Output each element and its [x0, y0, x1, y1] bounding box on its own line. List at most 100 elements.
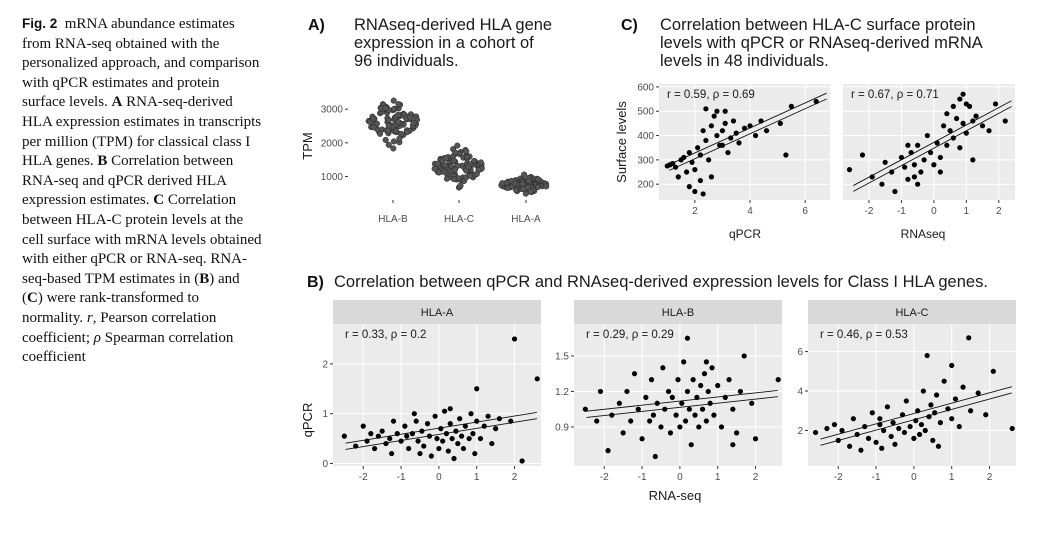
panel-b-hla-c-point [888, 433, 894, 440]
panel-c-qpcr-point [714, 108, 720, 114]
panel-b-hla-b-point [694, 394, 700, 400]
panel-b-hla-c-strip-label: HLA-C [895, 307, 928, 319]
panel-b-hla-a-point [457, 416, 463, 422]
panel-c-rnaseq-point [902, 164, 908, 170]
panel-b-hla-a-point [455, 440, 461, 447]
panel-b-hla-c-point [935, 443, 942, 449]
panel-b-hla-b-point [669, 394, 675, 400]
panel-a-point-hla-c [471, 157, 478, 165]
panel-c-rnaseq-point [898, 154, 905, 161]
panel-c-qpcr-point [763, 128, 770, 134]
panel-a-point-hla-b [370, 115, 377, 122]
panel-b-hla-a-point [447, 406, 453, 412]
panel-b-hla-a-point [353, 443, 359, 449]
panel-b-hla-b-point [679, 400, 685, 406]
panel-c-rnaseq-point [950, 103, 956, 109]
panel-b-hla-a-point [474, 418, 480, 424]
panel-c-rnaseq-point [986, 128, 992, 134]
panel-b-hla-c-point [960, 384, 966, 390]
panel-b-hla-c-point [990, 368, 996, 374]
panel-b-hla-c-point [911, 435, 917, 441]
panel-b-hla-b-point [639, 436, 645, 442]
panel-c-qpcr-regression-ci-upper [669, 92, 827, 165]
panel-b-hla-a-ytick-label: 2 [322, 359, 328, 370]
caption-intro: mRNA abundance estimates from RNA-seq ob… [22, 16, 260, 111]
panel-a-point-hla-b [404, 129, 411, 136]
panel-b-hla-b-panel-bg [574, 324, 782, 466]
panel-b-hla-b-point [737, 388, 744, 395]
panel-b-hla-b-point [734, 430, 740, 436]
panel-c-qpcr-point [683, 169, 690, 175]
panel-c-rnaseq-point [918, 169, 924, 175]
panel-b-hla-c-point [932, 410, 938, 416]
panel-b-hla-a-point [447, 421, 453, 427]
panel-b-hla-a-point [511, 336, 518, 342]
panel-b-hla-c-point [968, 408, 974, 414]
panel-a-point-hla-a [534, 183, 541, 191]
panel-b-hla-a-point [468, 411, 474, 417]
panel-a-ytick-label: 2000 [321, 138, 344, 149]
panel-c-qpcr-point [700, 128, 706, 134]
panel-a-point-hla-c [454, 142, 461, 149]
panel-c-rnaseq-point [970, 157, 976, 163]
panel-b-hla-b-point [741, 353, 747, 359]
panel-b-hla-a-point [404, 433, 410, 439]
panel-c-qpcr-point [730, 118, 737, 124]
panel-a-point-hla-b [407, 114, 414, 121]
panel-c-qpcr-point [708, 174, 715, 180]
panel-b-hla-c-point [945, 406, 951, 412]
panel-b-hla-c-point [896, 425, 902, 432]
panel-b-hla-b-point [673, 412, 679, 418]
panel-c-qpcr-point [736, 140, 742, 146]
panel-b-hla-a-point [372, 445, 378, 452]
panel-b-hla-a-point [508, 418, 514, 424]
panel-c-qpcr-point [777, 120, 783, 126]
panel-b-hla-a-xtick-label: 2 [512, 472, 518, 483]
panel-b-hla-b-point [730, 406, 736, 412]
panel-b-hla-b-ytick-label: 1.5 [555, 351, 569, 362]
panel-b-hla-c-point [892, 441, 898, 447]
panel-a-point-hla-c [477, 159, 484, 166]
panel-b-hla-b-point [775, 377, 781, 383]
panel-b-hla-a-point [440, 438, 446, 444]
panel-b-hla-c-point [956, 423, 962, 430]
panel-b-hla-b-point [703, 418, 709, 424]
panel-c-rnaseq-xtick-label: 1 [964, 206, 970, 217]
panel-b-hla-a-point [449, 435, 455, 442]
panel-b-hla-b-point [726, 377, 732, 383]
panel-b-hla-c-point [879, 445, 885, 451]
panel-b-hla-b-xtick-label: -2 [600, 472, 609, 483]
panel-b-hla-b-point [701, 371, 708, 377]
panel-c-rnaseq-point [921, 157, 927, 163]
caption-c-label: C [153, 192, 165, 209]
panel-c-qpcr-point [697, 152, 703, 158]
panel-b-hla-c-xtick-label: 2 [987, 472, 993, 483]
panel-a-point-hla-b [410, 119, 417, 126]
panel-b-hla-a-point [411, 411, 417, 417]
panel-b-hla-a-point [379, 428, 385, 434]
panel-a-point-hla-b [394, 112, 401, 119]
panel-b-hla-c-point [916, 431, 923, 438]
panel-c-rnaseq-point [882, 159, 888, 165]
panel-b-hla-a-point [398, 438, 404, 444]
panel-b-hla-c-point [835, 437, 841, 443]
panel-c-rnaseq-point [924, 132, 930, 139]
panel-b-hla-b-point [650, 412, 657, 418]
panel-b-hla-b-point [715, 382, 721, 389]
panel-b-hla-c-point [975, 390, 981, 396]
panel-c-qpcr-ytick-label: 400 [637, 131, 654, 142]
panel-c-qpcr-point [686, 184, 692, 190]
panel-c-qpcr-regression-ci-lower [669, 98, 827, 171]
panel-c-rnaseq-point [879, 181, 885, 187]
panel-c-qpcr-point [686, 149, 692, 156]
panel-b-hla-b-ytick-label: 1.2 [555, 387, 569, 398]
panel-b-hla-a-point [474, 386, 480, 392]
panel-c-xlabel-rnaseq: RNAseq [901, 227, 946, 241]
panel-b-hla-c-point [812, 429, 819, 436]
panel-c-rnaseq-point [937, 169, 943, 175]
panel-b-hla-c-point [930, 437, 936, 443]
panel-c-rnaseq-point [915, 181, 921, 187]
panel-c-qpcr-point [752, 132, 759, 139]
panel-a-point-hla-a [499, 180, 506, 187]
panel-c-qpcr-point [783, 152, 789, 158]
